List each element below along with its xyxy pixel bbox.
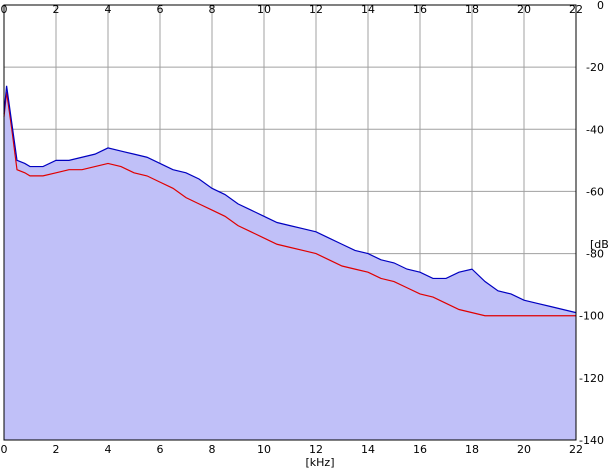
x-tick-label-bottom: 4 [105,443,112,456]
x-tick-label-top: 2 [53,3,60,16]
x-tick-label-bottom: 22 [569,443,583,456]
x-tick-label-top: 6 [157,3,164,16]
y-axis-label: [dB] [590,238,609,251]
x-tick-label-top: 20 [517,3,531,16]
y-tick-label: -120 [579,372,604,385]
y-tick-label: -60 [586,185,604,198]
x-tick-label-bottom: 20 [517,443,531,456]
x-tick-label-bottom: 14 [361,443,375,456]
x-tick-label-bottom: 2 [53,443,60,456]
x-tick-label-top: 10 [257,3,271,16]
x-tick-label-bottom: 8 [209,443,216,456]
y-tick-label: -140 [579,434,604,447]
x-tick-label-top: 8 [209,3,216,16]
x-tick-label-top: 22 [569,3,583,16]
spectrum-area-fill [4,85,576,441]
plot-frame [3,4,577,441]
x-tick-label-top: 18 [465,3,479,16]
series-line-blue [3,85,577,314]
x-axis-label: [kHz] [306,456,335,468]
x-tick-label-bottom: 10 [257,443,271,456]
x-tick-label-bottom: 12 [309,443,323,456]
y-tick-label: -40 [586,123,604,136]
x-tick-label-bottom: 16 [413,443,427,456]
series-layer [3,85,577,317]
y-tick-label: 0 [597,0,604,12]
x-tick-label-top: 4 [105,3,112,16]
y-tick-label: -80 [586,248,604,261]
x-tick-label-bottom: 18 [465,443,479,456]
y-tick-label: -20 [586,61,604,74]
y-tick-label: -100 [579,310,604,323]
x-tick-label-bottom: 0 [1,443,8,456]
x-tick-label-top: 12 [309,3,323,16]
tick-layer: 002244668810101212141416161818202022220-… [1,0,605,456]
x-tick-label-top: 16 [413,3,427,16]
x-tick-label-top: 14 [361,3,375,16]
series-line-red [3,91,576,317]
x-tick-label-bottom: 6 [157,443,164,456]
x-tick-label-top: 0 [1,3,8,16]
